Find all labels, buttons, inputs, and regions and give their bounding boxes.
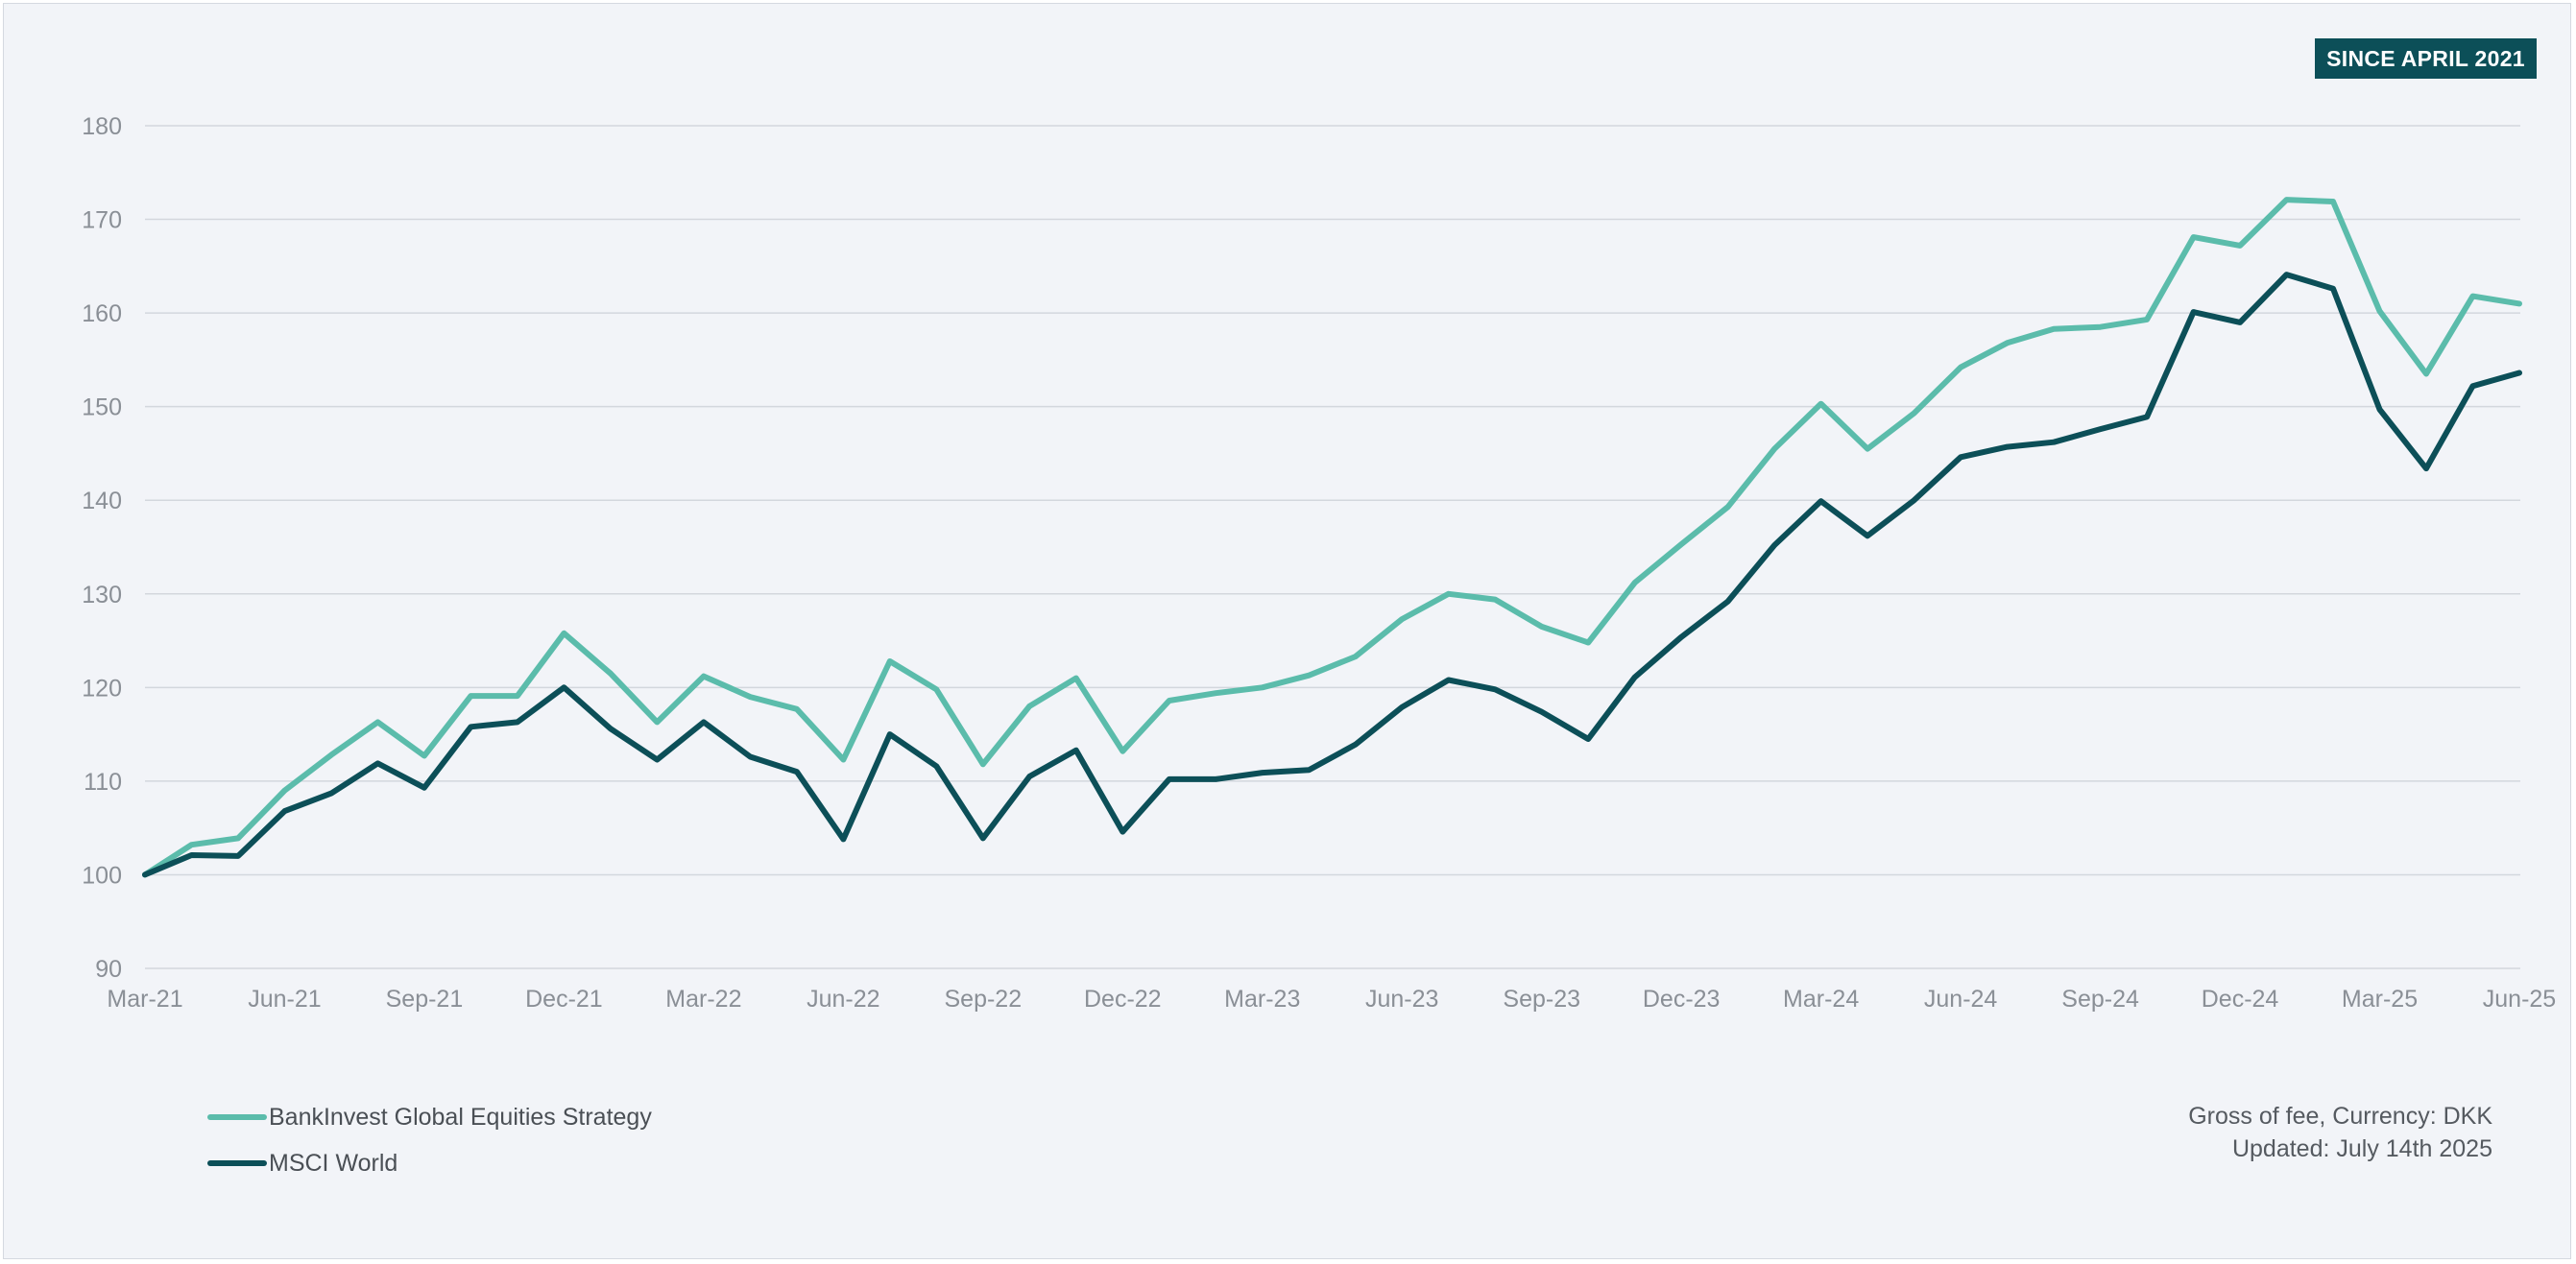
x-tick-label-dec-22: Dec-22 [1084, 986, 1162, 1013]
footnote-updated: Updated: July 14th 2025 [2231, 1135, 2492, 1162]
y-tick-label-110: 110 [84, 769, 122, 796]
x-tick-label-sep-22: Sep-22 [945, 986, 1023, 1013]
series-line-benchmark [142, 272, 2522, 878]
legend-item-strategy: BankInvest Global Equities Strategy [207, 1094, 652, 1140]
y-tick-label-130: 130 [82, 582, 122, 608]
y-tick-label-160: 160 [82, 300, 122, 327]
chart-frame [3, 3, 2571, 1259]
x-tick-label-mar-25: Mar-25 [2342, 986, 2418, 1013]
x-tick-label-dec-24: Dec-24 [2202, 986, 2279, 1013]
x-tick-label-jun-24: Jun-24 [1924, 986, 1998, 1013]
x-tick-label-mar-24: Mar-24 [1783, 986, 1859, 1013]
y-axis-ticks: 90 100 110 120 130 140 150 160 170 180 [82, 113, 122, 983]
legend-label-strategy: BankInvest Global Equities Strategy [269, 1103, 652, 1131]
x-tick-label-mar-21: Mar-21 [107, 986, 182, 1013]
gridlines [145, 125, 2520, 969]
x-tick-label-mar-23: Mar-23 [1224, 986, 1300, 1013]
series-line-strategy [142, 197, 2522, 878]
series-lines [142, 197, 2522, 878]
y-tick-label-120: 120 [82, 675, 122, 702]
legend: BankInvest Global Equities Strategy MSCI… [207, 1094, 652, 1186]
x-tick-label-sep-24: Sep-24 [2061, 986, 2139, 1013]
x-tick-label-sep-23: Sep-23 [1503, 986, 1580, 1013]
y-tick-label-180: 180 [82, 113, 122, 140]
legend-item-benchmark: MSCI World [207, 1140, 652, 1186]
x-tick-label-dec-23: Dec-23 [1643, 986, 1721, 1013]
x-axis-ticks: Mar-21 Jun-21 Sep-21 Dec-21 Mar-22 Jun-22 Sep-… [107, 986, 2556, 1013]
x-tick-label-sep-21: Sep-21 [386, 986, 464, 1013]
x-tick-label-mar-22: Mar-22 [665, 986, 741, 1013]
y-tick-label-170: 170 [82, 207, 122, 234]
y-tick-label-90: 90 [95, 956, 122, 983]
legend-swatch-strategy [207, 1114, 267, 1120]
x-tick-label-jun-25: Jun-25 [2483, 986, 2556, 1013]
legend-label-benchmark: MSCI World [269, 1149, 398, 1177]
footnote: Gross of fee, Currency: DKK Updated: Jul… [2188, 1100, 2492, 1165]
y-tick-label-100: 100 [82, 862, 122, 889]
x-tick-label-dec-21: Dec-21 [525, 986, 603, 1013]
footnote-fee-currency: Gross of fee, Currency: DKK [2188, 1103, 2492, 1130]
x-tick-label-jun-21: Jun-21 [248, 986, 321, 1013]
y-tick-label-150: 150 [82, 394, 122, 421]
x-tick-label-jun-22: Jun-22 [807, 986, 879, 1013]
y-tick-label-140: 140 [82, 488, 122, 514]
legend-swatch-benchmark [207, 1160, 267, 1166]
period-badge: SINCE APRIL 2021 [2315, 38, 2537, 79]
x-tick-label-jun-23: Jun-23 [1365, 986, 1438, 1013]
